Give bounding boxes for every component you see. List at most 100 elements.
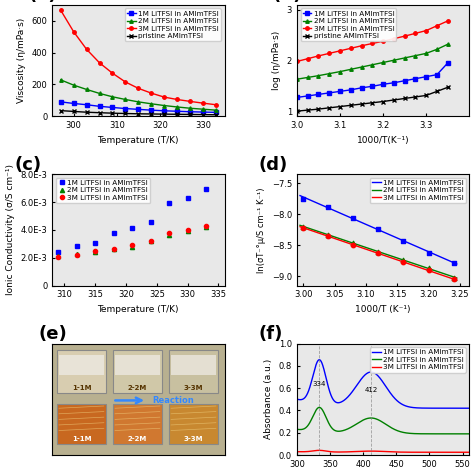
Point bbox=[374, 250, 382, 257]
pristine AMImTFSI bbox=[359, 101, 365, 107]
3M LiTFSI in AMImTFSI bbox=[432, 449, 438, 455]
pristine AMImTFSI bbox=[109, 110, 115, 116]
1M LiTFSI in AMImTFSI bbox=[311, 367, 317, 373]
pristine AMImTFSI bbox=[327, 105, 332, 111]
3M LiTFSI in AMImTFSI bbox=[412, 30, 418, 36]
1M LiTFSI in AMImTFSI bbox=[445, 60, 451, 66]
1M LiTFSI in AMImTFSI bbox=[412, 76, 418, 82]
1M LiTFSI in AMImTFSI bbox=[428, 405, 434, 411]
Text: Reaction: Reaction bbox=[152, 396, 194, 405]
2M LiTFSI in AMImTFSI bbox=[166, 233, 172, 238]
3M LiTFSI in AMImTFSI bbox=[84, 46, 90, 52]
3M LiTFSI in AMImTFSI bbox=[391, 255, 396, 261]
1M LiTFSI in AMImTFSI bbox=[213, 109, 219, 115]
1M LiTFSI in AMImTFSI bbox=[337, 89, 343, 94]
Legend: 1M LiTFSI in AMImTFSI, 2M LiTFSI in AMImTFSI, 3M LiTFSI in AMImTFSI: 1M LiTFSI in AMImTFSI, 2M LiTFSI in AMIm… bbox=[370, 347, 465, 373]
pristine AMImTFSI bbox=[200, 112, 206, 118]
3M LiTFSI in AMImTFSI bbox=[316, 53, 321, 59]
2M LiTFSI in AMImTFSI bbox=[92, 249, 98, 255]
3M LiTFSI in AMImTFSI bbox=[123, 79, 128, 85]
3M LiTFSI in AMImTFSI bbox=[402, 33, 408, 39]
3M LiTFSI in AMImTFSI bbox=[327, 51, 332, 56]
2M LiTFSI in AMImTFSI bbox=[391, 254, 396, 260]
Legend: 1M LiTFSI in AMImTFSI, 2M LiTFSI in AMImTFSI, 3M LiTFSI in AMImTFSI, pristine AM: 1M LiTFSI in AMImTFSI, 2M LiTFSI in AMIm… bbox=[301, 9, 396, 41]
Point bbox=[324, 232, 332, 240]
3M LiTFSI in AMImTFSI bbox=[423, 28, 429, 34]
1M LiTFSI in AMImTFSI bbox=[402, 78, 408, 83]
2M LiTFSI in AMImTFSI bbox=[55, 254, 61, 259]
pristine AMImTFSI bbox=[84, 109, 90, 115]
Line: 1M LiTFSI in AMImTFSI: 1M LiTFSI in AMImTFSI bbox=[297, 360, 469, 408]
1M LiTFSI in AMImTFSI bbox=[58, 99, 64, 105]
Line: 2M LiTFSI in AMImTFSI: 2M LiTFSI in AMImTFSI bbox=[59, 78, 218, 112]
Point bbox=[425, 249, 432, 256]
2M LiTFSI in AMImTFSI bbox=[364, 416, 370, 421]
pristine AMImTFSI bbox=[412, 94, 418, 100]
3M LiTFSI in AMImTFSI bbox=[311, 448, 317, 454]
3M LiTFSI in AMImTFSI bbox=[305, 56, 310, 62]
1M LiTFSI in AMImTFSI bbox=[111, 230, 117, 236]
Point bbox=[300, 195, 307, 203]
1M LiTFSI in AMImTFSI bbox=[185, 195, 191, 201]
Y-axis label: Viscosity (η/mPa·s): Viscosity (η/mPa·s) bbox=[17, 18, 26, 103]
pristine AMImTFSI bbox=[434, 89, 440, 94]
Line: 3M LiTFSI in AMImTFSI: 3M LiTFSI in AMImTFSI bbox=[300, 227, 457, 280]
3M LiTFSI in AMImTFSI bbox=[148, 238, 154, 244]
1M LiTFSI in AMImTFSI bbox=[327, 206, 333, 211]
1M LiTFSI in AMImTFSI bbox=[454, 261, 460, 267]
2M LiTFSI in AMImTFSI bbox=[58, 77, 64, 83]
2M LiTFSI in AMImTFSI bbox=[185, 228, 191, 234]
2M LiTFSI in AMImTFSI bbox=[380, 60, 386, 65]
1M LiTFSI in AMImTFSI bbox=[305, 93, 310, 99]
3M LiTFSI in AMImTFSI bbox=[58, 8, 64, 13]
1M LiTFSI in AMImTFSI bbox=[123, 106, 128, 111]
Line: 3M LiTFSI in AMImTFSI: 3M LiTFSI in AMImTFSI bbox=[56, 224, 208, 259]
pristine AMImTFSI bbox=[305, 107, 310, 113]
2M LiTFSI in AMImTFSI bbox=[370, 415, 376, 421]
3M LiTFSI in AMImTFSI bbox=[466, 449, 472, 455]
3M LiTFSI in AMImTFSI bbox=[441, 273, 447, 279]
3M LiTFSI in AMImTFSI bbox=[359, 43, 365, 49]
2M LiTFSI in AMImTFSI bbox=[466, 431, 472, 437]
3M LiTFSI in AMImTFSI bbox=[129, 242, 135, 248]
pristine AMImTFSI bbox=[71, 109, 76, 114]
pristine AMImTFSI bbox=[423, 92, 429, 98]
3M LiTFSI in AMImTFSI bbox=[109, 70, 115, 76]
Point bbox=[324, 231, 332, 238]
pristine AMImTFSI bbox=[213, 112, 219, 118]
pristine AMImTFSI bbox=[337, 104, 343, 109]
1M LiTFSI in AMImTFSI bbox=[71, 100, 76, 106]
Line: 2M LiTFSI in AMImTFSI: 2M LiTFSI in AMImTFSI bbox=[297, 407, 469, 434]
Text: (d): (d) bbox=[259, 155, 288, 173]
Point bbox=[450, 274, 457, 282]
3M LiTFSI in AMImTFSI bbox=[74, 252, 80, 258]
Y-axis label: Ionic Conductivity (σ/S cm⁻¹): Ionic Conductivity (σ/S cm⁻¹) bbox=[6, 164, 15, 295]
X-axis label: 1000/T (K⁻¹): 1000/T (K⁻¹) bbox=[356, 305, 411, 314]
3M LiTFSI in AMImTFSI bbox=[148, 90, 154, 96]
Line: pristine AMImTFSI: pristine AMImTFSI bbox=[59, 109, 218, 117]
3M LiTFSI in AMImTFSI bbox=[334, 236, 339, 242]
2M LiTFSI in AMImTFSI bbox=[446, 273, 452, 278]
3M LiTFSI in AMImTFSI bbox=[364, 448, 370, 454]
Line: pristine AMImTFSI: pristine AMImTFSI bbox=[295, 86, 449, 113]
3M LiTFSI in AMImTFSI bbox=[136, 85, 141, 91]
3M LiTFSI in AMImTFSI bbox=[185, 227, 191, 233]
1M LiTFSI in AMImTFSI bbox=[446, 258, 452, 264]
3M LiTFSI in AMImTFSI bbox=[187, 99, 193, 104]
3M LiTFSI in AMImTFSI bbox=[348, 46, 354, 51]
pristine AMImTFSI bbox=[391, 97, 397, 103]
Text: 412: 412 bbox=[365, 386, 378, 392]
3M LiTFSI in AMImTFSI bbox=[71, 29, 76, 35]
2M LiTFSI in AMImTFSI bbox=[454, 275, 460, 281]
2M LiTFSI in AMImTFSI bbox=[123, 97, 128, 102]
Legend: 1M LiTFSI in AMImTFSI, 2M LiTFSI in AMImTFSI, 3M LiTFSI in AMImTFSI: 1M LiTFSI in AMImTFSI, 2M LiTFSI in AMIm… bbox=[56, 178, 150, 203]
2M LiTFSI in AMImTFSI bbox=[136, 99, 141, 105]
Line: 1M LiTFSI in AMImTFSI: 1M LiTFSI in AMImTFSI bbox=[295, 61, 449, 99]
2M LiTFSI in AMImTFSI bbox=[327, 233, 333, 238]
3M LiTFSI in AMImTFSI bbox=[55, 254, 61, 260]
Text: (e): (e) bbox=[38, 325, 67, 343]
1M LiTFSI in AMImTFSI bbox=[432, 405, 438, 411]
3M LiTFSI in AMImTFSI bbox=[378, 251, 383, 257]
Y-axis label: log (η/mPa·s): log (η/mPa·s) bbox=[272, 31, 281, 90]
pristine AMImTFSI bbox=[402, 96, 408, 101]
